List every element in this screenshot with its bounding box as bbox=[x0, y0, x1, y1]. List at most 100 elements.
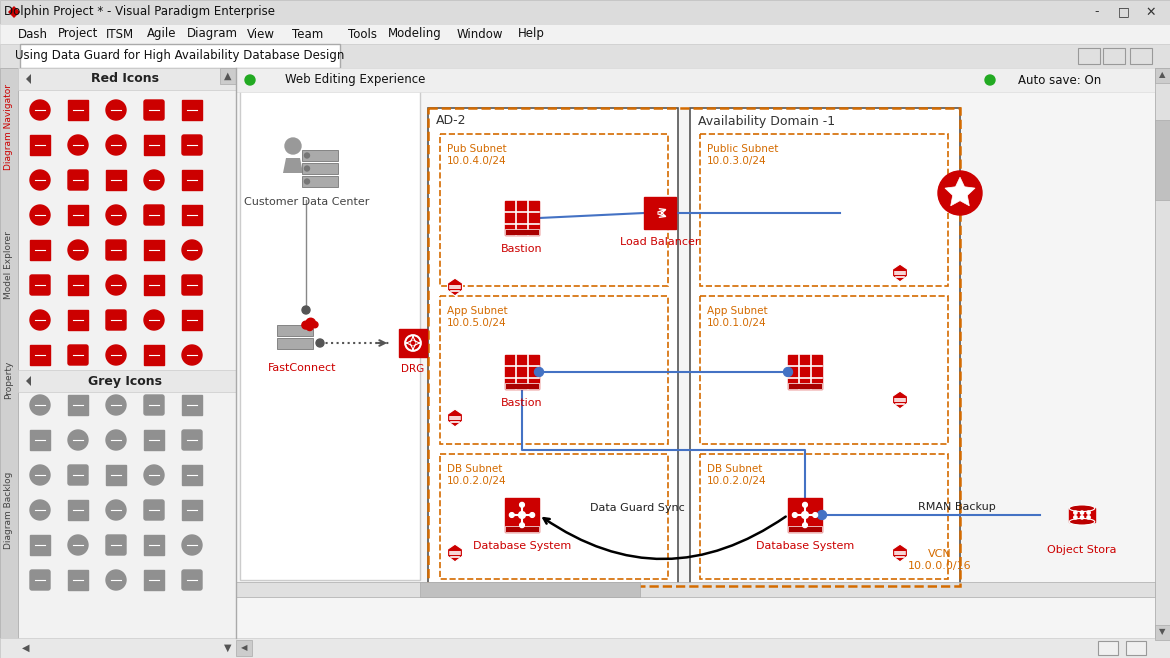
Bar bbox=[277, 325, 314, 336]
Text: ▲: ▲ bbox=[1158, 70, 1165, 80]
Polygon shape bbox=[945, 177, 975, 206]
Text: ◀: ◀ bbox=[241, 644, 247, 653]
Bar bbox=[68, 100, 88, 120]
Circle shape bbox=[68, 240, 88, 260]
FancyBboxPatch shape bbox=[106, 535, 126, 555]
Circle shape bbox=[183, 240, 202, 260]
Circle shape bbox=[784, 368, 792, 376]
Bar bbox=[1126, 641, 1145, 655]
Bar bbox=[68, 570, 88, 590]
Bar bbox=[68, 275, 88, 295]
Bar bbox=[505, 498, 539, 532]
FancyBboxPatch shape bbox=[183, 430, 202, 450]
Bar bbox=[106, 465, 126, 485]
Text: VCN
10.0.0.0/16: VCN 10.0.0.0/16 bbox=[908, 549, 972, 570]
FancyBboxPatch shape bbox=[183, 275, 202, 295]
Circle shape bbox=[316, 339, 324, 347]
Circle shape bbox=[106, 430, 126, 450]
Polygon shape bbox=[893, 264, 908, 282]
Text: Bastion: Bastion bbox=[501, 244, 543, 254]
FancyBboxPatch shape bbox=[144, 500, 164, 520]
Circle shape bbox=[1074, 511, 1078, 515]
Circle shape bbox=[1087, 511, 1090, 515]
Text: DRG: DRG bbox=[401, 364, 425, 374]
Text: Modeling: Modeling bbox=[388, 28, 442, 41]
Text: Property: Property bbox=[5, 361, 14, 399]
Bar bbox=[302, 163, 338, 174]
Circle shape bbox=[30, 500, 50, 520]
Bar bbox=[0, 0, 1170, 24]
Circle shape bbox=[106, 395, 126, 415]
Bar bbox=[1069, 508, 1095, 522]
Text: FastConnect: FastConnect bbox=[268, 363, 336, 373]
FancyBboxPatch shape bbox=[68, 345, 88, 365]
Text: DB Subnet
10.0.2.0/24: DB Subnet 10.0.2.0/24 bbox=[447, 464, 507, 486]
Text: Diagram Navigator: Diagram Navigator bbox=[5, 84, 14, 170]
Bar bbox=[30, 345, 50, 365]
FancyBboxPatch shape bbox=[106, 310, 126, 330]
Text: Customer Data Center: Customer Data Center bbox=[245, 197, 370, 207]
Bar bbox=[183, 395, 202, 415]
Circle shape bbox=[518, 512, 525, 519]
Text: Availability Domain -1: Availability Domain -1 bbox=[698, 114, 835, 128]
Text: ITSM: ITSM bbox=[106, 28, 135, 41]
Bar bbox=[505, 383, 539, 389]
Text: Agile: Agile bbox=[147, 28, 177, 41]
Ellipse shape bbox=[1069, 505, 1095, 511]
Circle shape bbox=[803, 523, 807, 528]
Text: Web Editing Experience: Web Editing Experience bbox=[284, 74, 425, 86]
Bar bbox=[183, 205, 202, 225]
Text: ◀: ◀ bbox=[22, 643, 29, 653]
Bar bbox=[18, 370, 236, 392]
Text: ✕: ✕ bbox=[1145, 5, 1156, 18]
Bar bbox=[789, 526, 823, 532]
Text: Pub Subnet
10.0.4.0/24: Pub Subnet 10.0.4.0/24 bbox=[447, 144, 507, 166]
Circle shape bbox=[144, 310, 164, 330]
Circle shape bbox=[307, 324, 314, 330]
Text: Auto save: On: Auto save: On bbox=[1018, 74, 1102, 86]
Text: Public Subnet
10.0.3.0/24: Public Subnet 10.0.3.0/24 bbox=[707, 144, 778, 166]
Bar bbox=[0, 44, 1170, 68]
Bar bbox=[236, 68, 1155, 92]
Bar bbox=[18, 68, 236, 658]
Bar bbox=[183, 310, 202, 330]
Circle shape bbox=[106, 135, 126, 155]
FancyBboxPatch shape bbox=[144, 205, 164, 225]
Circle shape bbox=[245, 75, 255, 85]
Bar bbox=[240, 90, 420, 580]
Text: Object Stora: Object Stora bbox=[1047, 545, 1116, 555]
FancyBboxPatch shape bbox=[183, 570, 202, 590]
Circle shape bbox=[302, 321, 310, 329]
Text: App Subnet
10.0.5.0/24: App Subnet 10.0.5.0/24 bbox=[447, 306, 508, 328]
Bar bbox=[68, 205, 88, 225]
Circle shape bbox=[938, 171, 982, 215]
Text: View: View bbox=[247, 28, 275, 41]
Bar bbox=[1103, 48, 1126, 64]
Circle shape bbox=[30, 170, 50, 190]
Bar bbox=[183, 170, 202, 190]
Bar bbox=[277, 338, 314, 349]
Circle shape bbox=[106, 275, 126, 295]
Bar bbox=[220, 640, 236, 656]
Bar bbox=[183, 465, 202, 485]
Bar bbox=[440, 134, 668, 286]
Text: ▲: ▲ bbox=[225, 71, 232, 81]
Circle shape bbox=[818, 511, 826, 520]
Bar bbox=[236, 640, 252, 656]
Circle shape bbox=[144, 170, 164, 190]
Bar bbox=[68, 500, 88, 520]
Circle shape bbox=[985, 75, 994, 85]
Text: Team: Team bbox=[292, 28, 324, 41]
Bar bbox=[428, 108, 961, 586]
Bar bbox=[183, 100, 202, 120]
Bar bbox=[302, 176, 338, 187]
Bar bbox=[144, 135, 164, 155]
Text: Database System: Database System bbox=[473, 541, 571, 551]
Polygon shape bbox=[893, 544, 908, 562]
Bar bbox=[1097, 641, 1119, 655]
Text: Window: Window bbox=[456, 28, 503, 41]
Circle shape bbox=[304, 153, 310, 158]
Bar bbox=[1078, 48, 1100, 64]
Polygon shape bbox=[26, 376, 30, 386]
Text: Diagram: Diagram bbox=[186, 28, 238, 41]
